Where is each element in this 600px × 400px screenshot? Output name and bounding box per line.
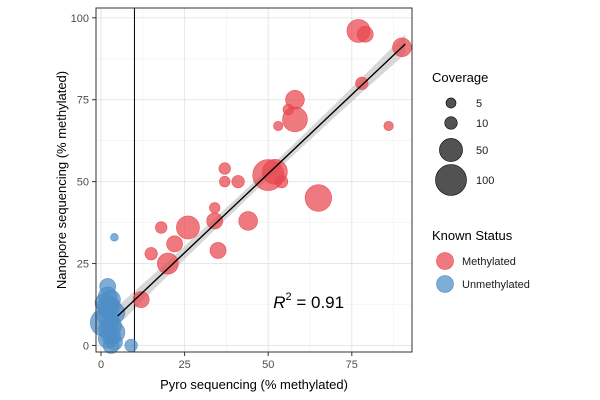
r-symbol: R [273, 293, 285, 312]
r-squared-exponent: 2 [286, 291, 292, 303]
regression-line [117, 43, 406, 317]
coverage-legend-key [445, 97, 457, 109]
coverage-legend-label: 100 [476, 175, 494, 187]
y-tick-label: 50 [77, 177, 89, 189]
y-tick-label: 0 [83, 340, 89, 352]
methylated-point [155, 221, 168, 234]
data-points [89, 19, 412, 354]
known-status-legend-key [436, 275, 454, 293]
unmethylated-point [124, 338, 138, 353]
fit-line [117, 43, 406, 317]
methylated-point [209, 202, 221, 214]
known-status-legend: Known Status Methylated Unmethylated [432, 228, 530, 293]
x-tick-label: 50 [262, 359, 274, 371]
methylated-point [355, 76, 369, 90]
x-tick-label: 75 [346, 359, 358, 371]
coverage-legend-key [439, 138, 463, 162]
coverage-legend-key [435, 164, 467, 196]
methylated-point [206, 212, 224, 230]
r-squared-annotation: R2 = 0.91 [273, 291, 344, 312]
methylated-point [275, 175, 289, 189]
coverage-legend-label: 10 [476, 118, 488, 130]
known-status-legend-label: Methylated [462, 256, 516, 268]
unmethylated-point [102, 337, 120, 354]
x-tick-label: 25 [178, 359, 190, 371]
coverage-legend-label: 5 [476, 98, 482, 110]
panel-border [95, 7, 413, 353]
coverage-legend: Coverage 5 10 50 100 [432, 70, 494, 196]
methylated-point [218, 162, 231, 175]
methylated-point [231, 175, 245, 189]
methylated-point [157, 252, 179, 275]
coverage-legend-key [444, 116, 458, 130]
methylated-point [282, 103, 294, 116]
coverage-legend-title: Coverage [432, 70, 488, 85]
y-tick-label: 75 [77, 95, 89, 107]
methylated-point [132, 291, 150, 308]
unmethylated-point [110, 233, 119, 242]
known-status-legend-label: Unmethylated [462, 279, 530, 291]
x-tick-label: 0 [98, 359, 104, 371]
methylated-point [356, 25, 374, 43]
y-tick-label: 25 [77, 259, 89, 271]
methylated-point [383, 120, 394, 131]
methylated-point [176, 215, 200, 240]
x-axis-title: Pyro sequencing (% methylated) [160, 377, 348, 392]
known-status-legend-title: Known Status [432, 228, 513, 243]
methylated-point [166, 235, 183, 253]
methylated-point [219, 176, 231, 188]
methylated-point [304, 184, 332, 212]
coverage-legend-label: 50 [476, 145, 488, 157]
known-status-legend-key [436, 252, 454, 270]
y-axis-title: Nanopore sequencing (% methylated) [54, 71, 69, 289]
methylated-point [144, 247, 158, 261]
y-tick-label: 100 [71, 13, 89, 25]
methylated-point [273, 120, 284, 131]
r-squared-value: = 0.91 [292, 293, 344, 312]
methylated-point [238, 211, 258, 231]
methylated-point [209, 242, 227, 259]
axis-ticks: 0 25 50 75 0 25 50 75 100 [71, 13, 358, 371]
